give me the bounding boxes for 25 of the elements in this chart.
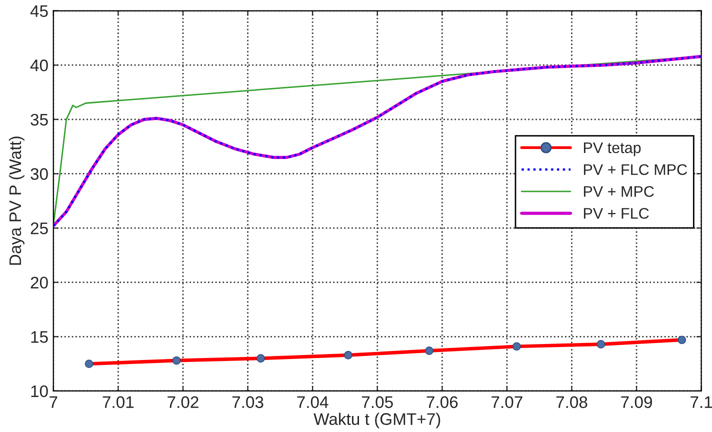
x-tick-label: 7.04 [297,396,328,408]
legend-label: PV + FLC MPC [584,164,687,176]
x-tick-label: 7 [50,396,58,408]
y-tick-label: 45 [30,5,48,18]
x-tick-label: 7.06 [426,396,458,408]
x-tick-label: 7.02 [168,396,198,408]
x-tick-label: 7.03 [232,396,264,408]
legend-label: PV + FLC [584,208,649,219]
y-tick-label: 10 [31,385,48,398]
y-tick-label: 40 [30,60,48,72]
y-axis-title: Daya PV P (Watt) [8,136,24,265]
y-tick-label: 35 [30,114,48,126]
legend-label: PV + MPC [584,186,654,197]
x-tick-label: 7.01 [102,396,134,408]
x-tick-label: 7.09 [621,396,652,408]
y-tick-label: 20 [30,276,48,289]
x-tick-label: 7.08 [556,396,588,408]
x-tick-label: 7.1 [690,396,712,408]
x-tick-label: 7.05 [362,396,393,408]
x-tick-label: 7.07 [492,396,522,408]
y-tick-label: 15 [31,331,48,343]
y-tick-label: 30 [30,168,48,180]
y-tick-label: 25 [30,222,48,234]
legend-label: PV tetap [584,142,641,156]
x-axis-title: Waktu t (GMT+7) [314,412,440,428]
